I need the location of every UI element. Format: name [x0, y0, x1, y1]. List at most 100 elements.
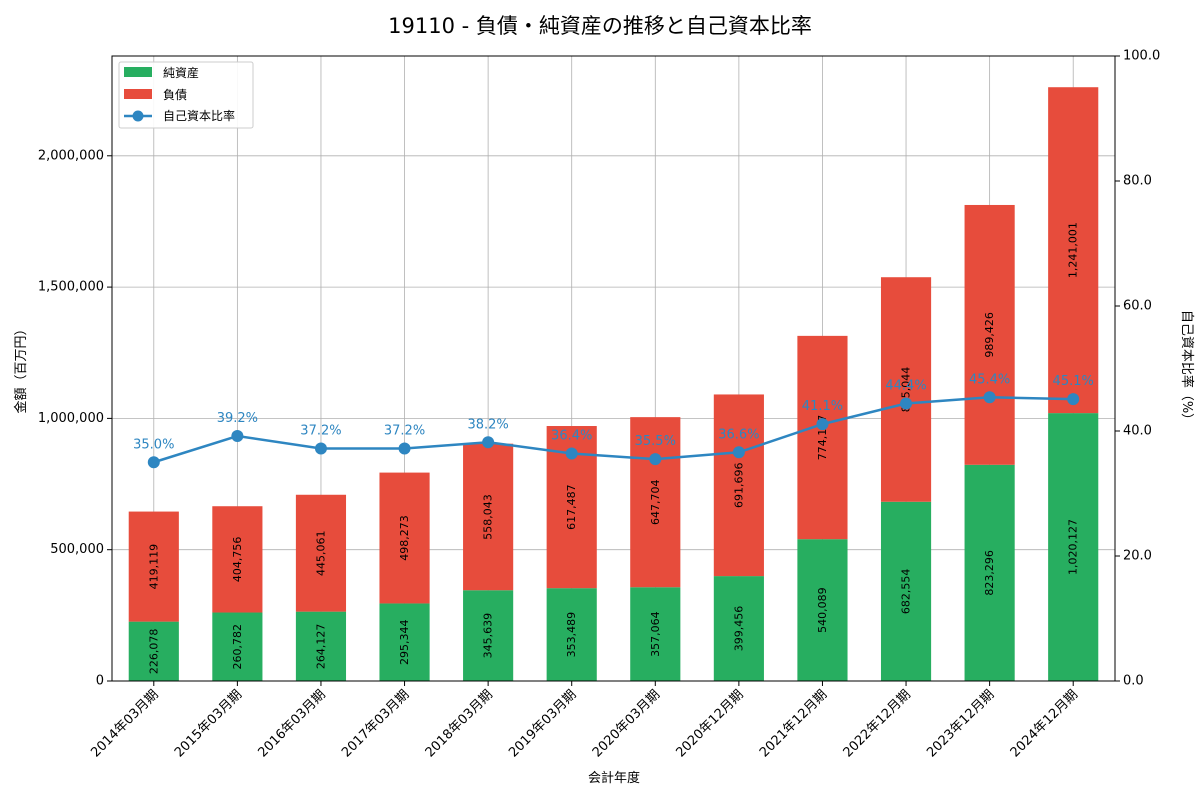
y-tick-label: 2,000,000: [38, 148, 104, 163]
bar-net-assets: [546, 588, 597, 681]
bar-net-assets: [212, 612, 263, 681]
bar-label-liabilities: 647,704: [649, 479, 662, 524]
bar-label-liabilities: 498,273: [398, 515, 411, 561]
ratio-label: 36.6%: [718, 427, 759, 442]
plot-frame: [111, 55, 1116, 682]
bar-liabilities: [212, 506, 263, 613]
ratio-point: [398, 442, 411, 455]
bar-liabilities: [128, 511, 179, 622]
ratio-label: 37.2%: [300, 424, 341, 439]
y-tick-label: 0: [96, 674, 104, 689]
legend-frame: [118, 61, 254, 129]
ratio-label: 41.1%: [802, 399, 843, 414]
ratio-point: [147, 456, 160, 469]
bar-liabilities: [1048, 87, 1099, 414]
ratio-point: [231, 430, 244, 442]
bar-label-net-assets: 399,456: [732, 606, 745, 652]
bar-label-net-assets: 264,127: [314, 624, 327, 670]
bar-net-assets: [128, 621, 179, 681]
y2-tick-label: 20.0: [1123, 549, 1152, 564]
bar-label-net-assets: 540,089: [816, 587, 829, 633]
legend-marker-ratio: [132, 110, 144, 122]
bar-liabilities: [463, 443, 514, 591]
y-tick-label: 1,000,000: [38, 411, 104, 426]
bar-label-net-assets: 226,078: [147, 629, 160, 675]
bar-label-net-assets: 260,782: [231, 624, 244, 670]
x-tick-label: 2015年03月期: [172, 687, 245, 760]
bar-liabilities: [797, 335, 848, 540]
x-tick-label: 2016年03月期: [256, 687, 329, 760]
bar-net-assets: [295, 611, 347, 681]
ratio-point: [816, 418, 829, 431]
bar-label-net-assets: 1,020,127: [1067, 519, 1080, 575]
legend-swatch-liabilities: [124, 89, 152, 99]
x-tick-label: 2024年12月期: [1008, 687, 1081, 760]
x-tick-label: 2020年12月期: [673, 687, 746, 760]
x-tick-label: 2020年03月期: [590, 687, 663, 760]
y2-tick-label: 100.0: [1123, 49, 1160, 64]
bar-net-assets: [964, 464, 1015, 681]
bar-label-net-assets: 353,489: [565, 612, 578, 658]
ratio-point: [565, 447, 578, 460]
y2-tick-label: 60.0: [1123, 299, 1152, 314]
ratio-line-layer: 35.0% 39.2% 37.2% 37.2% 38.2% 36.4% 35.5% 36.6%…: [133, 372, 1094, 469]
bar-label-net-assets: 295,344: [398, 619, 411, 665]
bar-net-assets: [1048, 413, 1099, 681]
bar-label-net-assets: 357,064: [649, 611, 662, 657]
ratio-label: 38.2%: [467, 417, 508, 432]
ratio-point: [649, 453, 662, 466]
bar-label-liabilities: 989,426: [983, 312, 996, 358]
legend-label-liabilities: 負債: [163, 87, 187, 102]
x-tick-label: 2014年03月期: [88, 687, 161, 760]
y-tick-label: 500,000: [50, 542, 104, 557]
legend: 純資産 負債 自己資本比率: [118, 61, 254, 129]
ratio-label: 35.0%: [133, 437, 174, 452]
bar-liabilities: [964, 204, 1015, 465]
bar-liabilities: [379, 472, 430, 604]
y-axis-label: 金額（百万円）: [13, 322, 29, 413]
ratio-point: [1067, 393, 1080, 406]
ratio-point: [314, 442, 327, 455]
bar-net-assets: [463, 590, 514, 681]
bar-label-net-assets: 682,554: [900, 569, 913, 615]
x-tick-label: 2017年03月期: [339, 687, 412, 760]
y2-tick-label: 0.0: [1123, 674, 1144, 689]
x-tick-label: 2021年12月期: [757, 687, 830, 760]
bar-net-assets: [797, 539, 848, 681]
x-tick-label: 2018年03月期: [423, 687, 496, 760]
ratio-label: 39.2%: [217, 411, 258, 426]
bars: [128, 87, 1099, 681]
bar-liabilities: [630, 417, 681, 588]
chart-title: 19110 - 負債・純資産の推移と自己資本比率: [388, 14, 812, 38]
ratio-label: 45.1%: [1053, 374, 1094, 389]
ratio-label: 37.2%: [384, 424, 425, 439]
bar-label-liabilities: 617,487: [565, 484, 578, 530]
bar-label-net-assets: 823,296: [983, 550, 996, 596]
ratio-point: [732, 446, 745, 459]
bar-label-liabilities: 558,043: [482, 494, 495, 540]
legend-swatch-net-assets: [124, 67, 152, 77]
ratio-label: 45.4%: [969, 372, 1010, 387]
y-tick-label: 1,500,000: [38, 280, 104, 295]
bar-label-liabilities: 691,696: [732, 463, 745, 509]
bar-label-net-assets: 345,639: [482, 613, 495, 659]
y2-tick-label: 40.0: [1123, 424, 1152, 439]
ratio-label: 36.4%: [551, 429, 592, 444]
bar-liabilities: [880, 277, 932, 502]
bar-label-liabilities: 1,241,001: [1067, 222, 1080, 278]
bar-liabilities: [713, 394, 764, 577]
bar-net-assets: [713, 576, 764, 681]
ratio-point: [983, 391, 996, 404]
ratio-line: [153, 395, 1074, 464]
x-tick-label: 2019年03月期: [506, 687, 579, 760]
x-axis-label: 会計年度: [588, 770, 640, 786]
bar-net-assets: [880, 501, 932, 681]
y2-axis-label: 自己資本比率（%）: [1179, 310, 1195, 426]
bar-net-assets: [379, 603, 430, 681]
bar-liabilities: [295, 494, 347, 612]
x-tick-label: 2022年12月期: [841, 687, 914, 760]
bar-label-liabilities: 445,061: [314, 530, 327, 576]
x-tick-label: 2023年12月期: [924, 687, 997, 760]
legend-label-net-assets: 純資産: [163, 65, 199, 80]
